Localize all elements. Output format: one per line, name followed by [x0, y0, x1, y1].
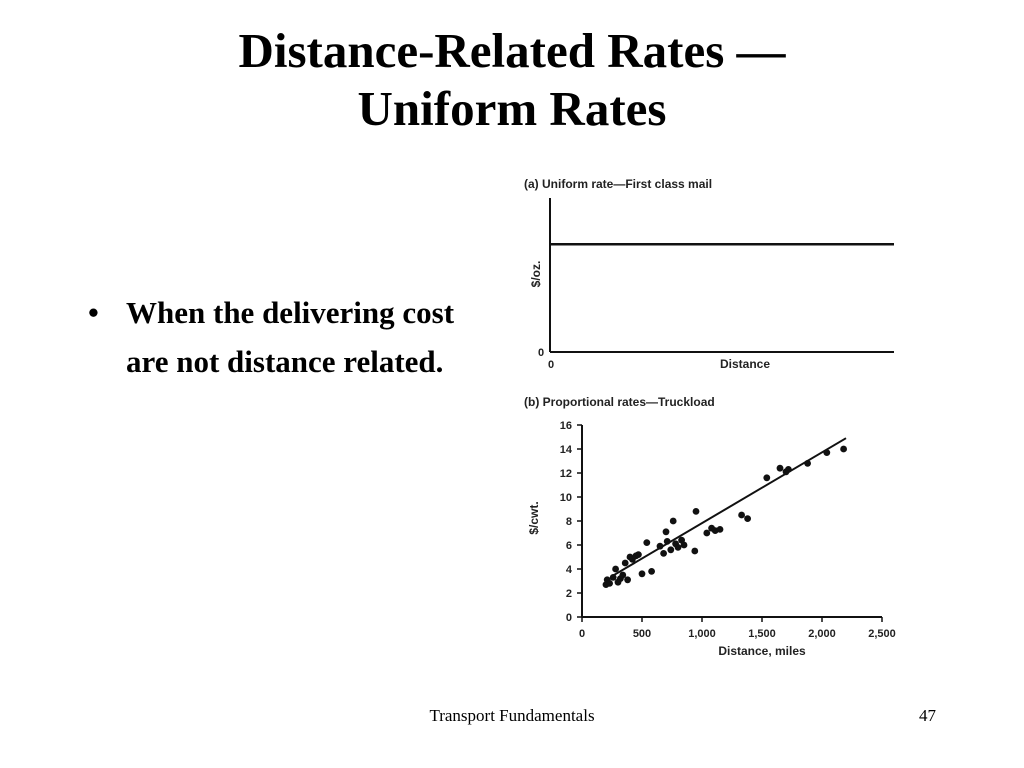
scatter-point: [667, 546, 675, 554]
x-tick-label: 2,000: [808, 628, 836, 640]
proportional-rate-chart: (b) Proportional rates—Truckload 0 2 4 6 8 10…: [524, 395, 896, 658]
y-tick-label: 2: [566, 588, 572, 600]
y-tick-label: 12: [560, 468, 572, 480]
x-tick-label: 1,500: [748, 628, 776, 640]
scatter-point: [621, 559, 629, 567]
scatter-point: [669, 517, 677, 525]
scatter-point: [692, 508, 700, 515]
scatter-point: [606, 580, 613, 587]
scatter-point: [619, 571, 627, 579]
scatter-point: [804, 460, 811, 467]
uniform-rate-y-label: $/oz.: [529, 261, 543, 288]
proportional-rate-x-ticks: 0 500 1,000 1,500 2,000 2,500: [579, 617, 896, 640]
rate-figure-svg: (a) Uniform rate—First class mail $/oz. …: [524, 177, 896, 658]
x-tick-label: 1,000: [688, 628, 716, 640]
scatter-point: [763, 474, 771, 482]
scatter-point: [662, 528, 670, 536]
scatter-point: [663, 538, 671, 545]
scatter-point: [656, 542, 664, 550]
uniform-rate-y-origin: 0: [538, 347, 544, 359]
bullet-item: • When the delivering cost are not dista…: [88, 288, 488, 386]
slide-title-line-2: Uniform Rates: [357, 81, 667, 136]
y-tick-label: 4: [566, 564, 573, 576]
proportional-rate-x-label: Distance, miles: [718, 644, 806, 658]
y-tick-label: 14: [560, 444, 573, 456]
x-tick-label: 500: [633, 628, 651, 640]
scatter-point: [716, 526, 724, 533]
scatter-point: [738, 511, 745, 519]
bullet-dot-icon: •: [88, 295, 99, 330]
proportional-rate-y-ticks: 0 2 4 6 8 10 12 14 16: [560, 420, 582, 624]
scatter-point: [638, 570, 646, 578]
y-tick-label: 0: [566, 612, 572, 624]
bullet-list: • When the delivering cost are not dista…: [88, 288, 488, 386]
scatter-point: [823, 449, 831, 456]
uniform-rate-x-origin: 0: [548, 359, 554, 371]
slide-title: Distance-Related Rates — Uniform Rates: [0, 22, 1024, 138]
y-tick-label: 8: [566, 516, 572, 528]
scatter-point: [691, 547, 699, 555]
scatter-point: [680, 541, 688, 549]
bullet-text: When the delivering cost are not distanc…: [126, 295, 455, 379]
scatter-point: [612, 565, 619, 573]
x-tick-label: 2,500: [868, 628, 896, 640]
scatter-point: [785, 466, 792, 473]
uniform-rate-chart-title: (a) Uniform rate—First class mail: [524, 177, 712, 191]
page-number: 47: [919, 706, 936, 725]
slide-title-line-1: Distance-Related Rates —: [238, 23, 786, 78]
scatter-point: [703, 529, 711, 537]
scatter-point: [635, 551, 642, 558]
uniform-rate-x-label: Distance: [720, 357, 770, 371]
scatter-point: [648, 568, 655, 575]
scatter-point: [660, 550, 667, 557]
y-tick-label: 16: [560, 420, 572, 432]
proportional-rate-chart-title: (b) Proportional rates—Truckload: [524, 395, 715, 409]
scatter-point: [609, 574, 617, 581]
y-tick-label: 6: [566, 540, 572, 552]
footer-title: Transport Fundamentals: [429, 706, 595, 725]
x-tick-label: 0: [579, 628, 585, 640]
scatter-point: [674, 544, 682, 551]
scatter-points: [602, 445, 847, 588]
trend-line: [611, 437, 847, 578]
scatter-point: [776, 464, 784, 472]
scatter-point: [643, 539, 651, 546]
y-tick-label: 10: [560, 492, 572, 504]
uniform-rate-chart: (a) Uniform rate—First class mail $/oz. …: [524, 177, 894, 371]
scatter-point: [624, 576, 631, 584]
rate-figure: (a) Uniform rate—First class mail $/oz. …: [500, 170, 910, 670]
scatter-point: [744, 515, 751, 522]
scatter-point: [840, 445, 847, 453]
proportional-rate-y-label: $/cwt.: [527, 501, 541, 534]
